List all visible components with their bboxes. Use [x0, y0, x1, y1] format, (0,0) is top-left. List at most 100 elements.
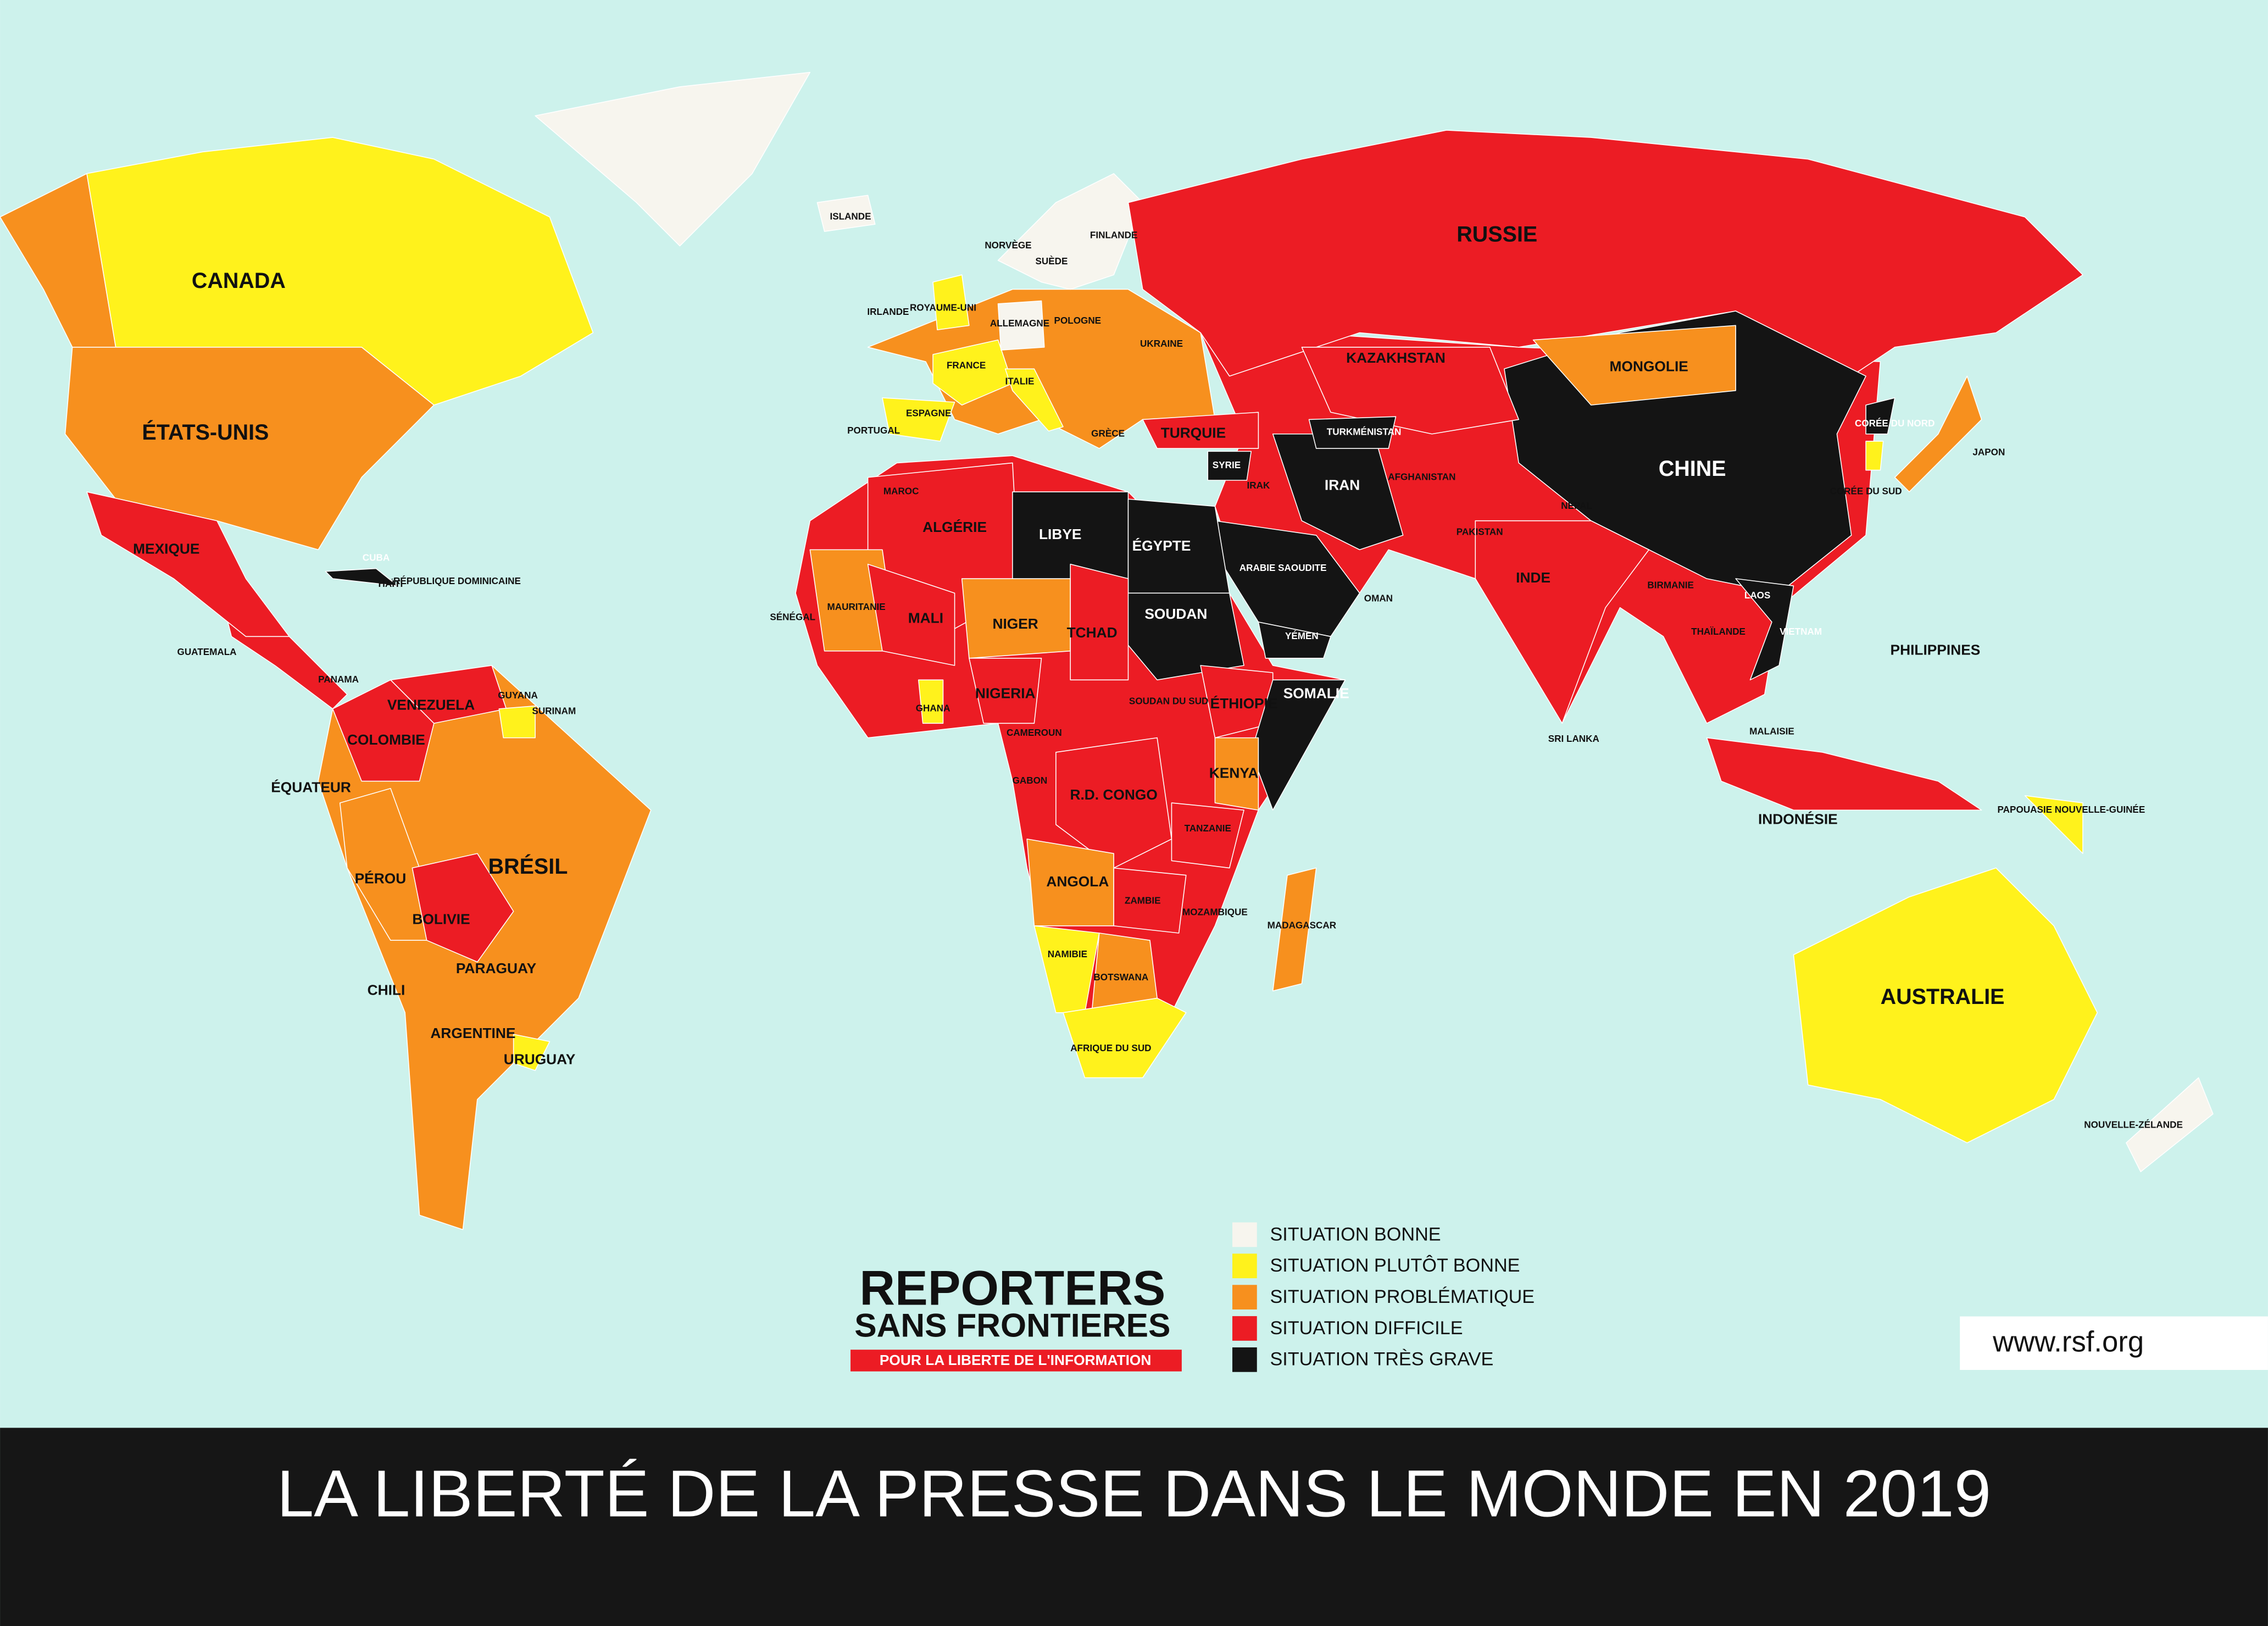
country-label: VENEZUELA — [387, 697, 475, 713]
country-shape — [1055, 737, 1172, 869]
country-shape — [1113, 867, 1187, 934]
country-label: GUYANA — [498, 690, 538, 701]
legend-label: SITUATION DIFFICILE — [1270, 1318, 1463, 1339]
legend-label: SITUATION TRÈS GRAVE — [1270, 1348, 1493, 1370]
country-label: AUSTRALIE — [1881, 985, 2005, 1009]
country-label: GUATEMALA — [177, 647, 237, 657]
country-shape — [1272, 867, 1317, 992]
country-label: CHILI — [368, 981, 405, 998]
country-shape — [1127, 130, 2083, 377]
country-label: OMAN — [1364, 593, 1393, 603]
country-shape — [918, 679, 944, 724]
country-shape — [1171, 802, 1244, 869]
country-label: CORÉE DU NORD — [1855, 418, 1935, 429]
country-label: SÉNÉGAL — [770, 612, 815, 623]
country-label: HAÏTI — [379, 579, 403, 589]
country-shape — [513, 1034, 551, 1071]
country-shape — [1250, 679, 1346, 811]
country-label: UKRAINE — [1140, 338, 1183, 349]
country-shape — [1865, 441, 1884, 471]
country-label: INDONÉSIE — [1758, 811, 1838, 828]
legend-swatch — [1232, 1285, 1257, 1309]
country-label: CORÉE DU SUD — [1830, 486, 1902, 497]
country-label: KAZAKHSTAN — [1346, 349, 1446, 366]
country-label: NORVÈGE — [985, 240, 1031, 251]
country-shape — [1706, 737, 1982, 811]
country-shape — [498, 705, 536, 739]
country-label: CANADA — [192, 269, 286, 293]
country-shape — [816, 195, 876, 232]
legend-swatch — [1232, 1253, 1257, 1279]
legend-label: SITUATION PLUTÔT BONNE — [1270, 1255, 1520, 1276]
country-label: MOZAMBIQUE — [1182, 907, 1248, 918]
country-label: PORTUGAL — [847, 425, 900, 436]
country-label: PHILIPPINES — [1891, 642, 1981, 658]
country-shape — [1865, 397, 1895, 435]
country-shape — [1793, 867, 2098, 1144]
country-label: NIGERIA — [975, 685, 1036, 702]
country-label: PÉROU — [355, 870, 407, 887]
country-shape — [1063, 997, 1187, 1079]
legend: SITUATION BONNE SITUATION PLUTÔT BONNE SIT… — [1232, 1222, 1535, 1372]
country-label: RÉPUBLIQUE DOMINICAINE — [393, 576, 521, 586]
country-label: TANZANIE — [1185, 823, 1231, 834]
country-label: PAKISTAN — [1457, 526, 1503, 537]
country-label: NAMIBIE — [1048, 949, 1087, 959]
country-shape — [1142, 412, 1259, 449]
country-label: R.D. CONGO — [1070, 786, 1157, 803]
country-label: MAROC — [883, 486, 919, 497]
country-label: TURQUIE — [1161, 425, 1226, 441]
country-shape — [997, 300, 1045, 351]
country-label: CHINE — [1659, 457, 1726, 481]
country-label: SUÈDE — [1035, 256, 1068, 267]
country-label: PARAGUAY — [456, 960, 537, 976]
country-shape — [325, 568, 398, 586]
country-label: SYRIE — [1213, 460, 1241, 470]
country-label: INDE — [1516, 569, 1550, 586]
logo-bar — [850, 1350, 1182, 1372]
country-label: MADAGASCAR — [1268, 920, 1336, 930]
country-label: LAOS — [1744, 590, 1771, 601]
country-label: GHANA — [916, 703, 950, 713]
country-shape — [882, 397, 955, 442]
country-label: ÉTHIOPIE — [1210, 695, 1278, 712]
title-banner — [0, 1428, 2268, 1626]
country-label: BRÉSIL — [488, 854, 568, 879]
country-label: POLOGNE — [1054, 315, 1102, 326]
country-label: VIETNAM — [1780, 626, 1822, 637]
legend-swatch — [1232, 1316, 1257, 1341]
scandinavia — [997, 173, 1143, 290]
country-label: NOUVELLE-ZÉLANDE — [2084, 1120, 2183, 1130]
country-label: IRAN — [1325, 476, 1360, 493]
country-label: ALLEMAGNE — [990, 318, 1049, 329]
country-label: AFRIQUE DU SUD — [1070, 1043, 1151, 1053]
country-shape — [932, 339, 1013, 406]
country-label: NÉPAL — [1561, 501, 1592, 511]
country-label: ARGENTINE — [430, 1025, 515, 1041]
country-label: THAÏLANDE — [1691, 626, 1746, 637]
country-shape — [1894, 375, 1982, 492]
logo-line1: REPORTERS — [859, 1261, 1165, 1316]
country-label: SOMALIE — [1283, 685, 1349, 702]
country-shape — [969, 658, 1042, 724]
country-label: GRÈCE — [1091, 428, 1125, 439]
country-label: FINLANDE — [1090, 230, 1138, 241]
country-label: SRI LANKA — [1548, 734, 1599, 744]
country-label: ANGOLA — [1046, 873, 1109, 890]
countries — [64, 130, 2214, 1173]
country-label: ÉTATS-UNIS — [142, 420, 269, 445]
country-shape — [86, 137, 594, 406]
title: LA LIBERTÉ DE LA PRESSE DANS LE MONDE EN… — [277, 1456, 1991, 1530]
country-label: TCHAD — [1067, 624, 1118, 641]
country-shape — [1532, 325, 1736, 406]
country-label: MONGOLIE — [1610, 358, 1688, 375]
country-label: MEXIQUE — [133, 540, 199, 557]
country-label: IRLANDE — [867, 307, 909, 317]
country-label: BIRMANIE — [1647, 580, 1694, 591]
country-shape — [867, 563, 955, 666]
country-label: YÉMEN — [1285, 631, 1319, 641]
country-shape — [86, 491, 290, 637]
country-shape — [1735, 578, 1794, 681]
country-shape — [1475, 520, 1649, 724]
